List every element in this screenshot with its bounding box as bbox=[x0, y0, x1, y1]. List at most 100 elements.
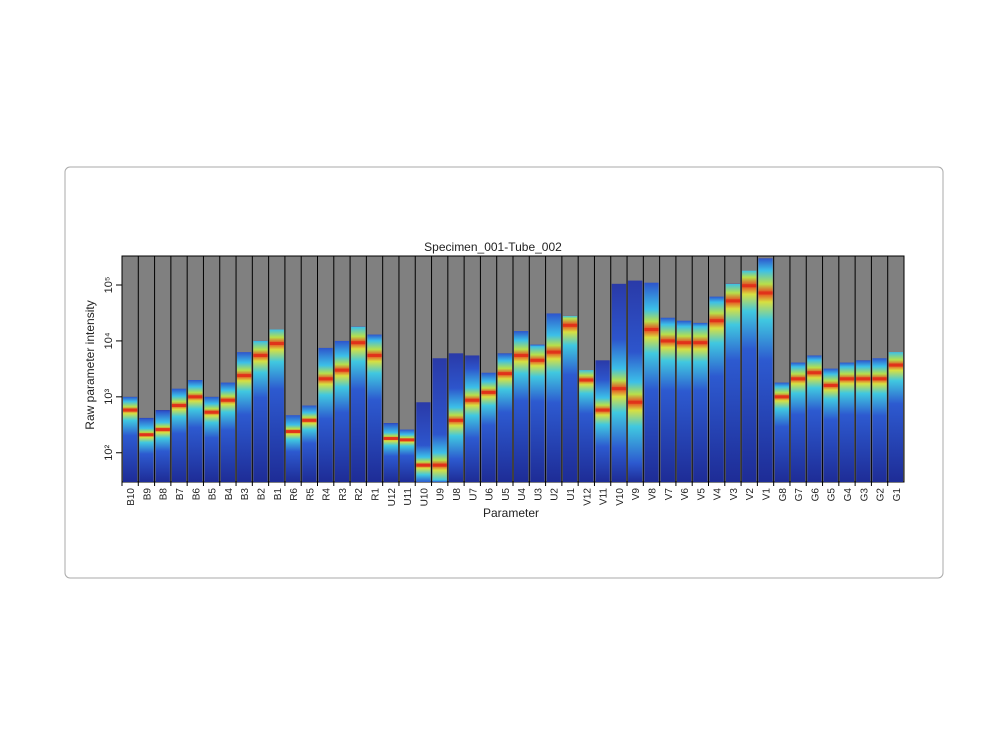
density-peak bbox=[709, 319, 724, 323]
density-peak bbox=[676, 341, 692, 345]
density-column bbox=[383, 423, 398, 482]
density-peak bbox=[579, 378, 594, 382]
x-tick-label: U3 bbox=[533, 488, 544, 501]
density-column bbox=[888, 352, 903, 482]
density-column bbox=[693, 322, 708, 482]
density-column bbox=[644, 282, 659, 482]
density-peak bbox=[823, 383, 838, 387]
density-peak bbox=[318, 377, 333, 381]
density-peak bbox=[269, 341, 284, 345]
density-column bbox=[839, 362, 855, 482]
density-peak bbox=[611, 387, 627, 391]
density-column bbox=[220, 382, 236, 482]
x-tick-label: U9 bbox=[436, 488, 447, 501]
x-tick-label: B6 bbox=[191, 488, 202, 501]
density-column bbox=[562, 315, 578, 482]
density-column bbox=[742, 270, 757, 482]
density-peak bbox=[562, 323, 578, 327]
density-peak bbox=[432, 463, 447, 467]
density-peak bbox=[758, 291, 773, 295]
x-tick-label: U5 bbox=[501, 488, 512, 501]
density-peak bbox=[351, 341, 366, 345]
density-column bbox=[285, 415, 301, 482]
density-column bbox=[465, 355, 480, 482]
x-tick-label: V11 bbox=[599, 488, 610, 505]
density-peak bbox=[530, 358, 545, 362]
x-tick-label: V10 bbox=[615, 488, 626, 506]
y-tick-label: 10³ bbox=[103, 389, 115, 405]
density-column bbox=[823, 368, 838, 482]
x-tick-label: V8 bbox=[647, 488, 658, 501]
density-peak bbox=[644, 328, 659, 332]
density-peak bbox=[514, 353, 529, 357]
density-peak bbox=[334, 368, 350, 372]
x-tick-label: B10 bbox=[126, 488, 137, 506]
density-column bbox=[546, 313, 561, 482]
density-column bbox=[611, 283, 627, 482]
density-peak bbox=[253, 353, 268, 357]
density-peak bbox=[465, 398, 480, 402]
density-peak bbox=[367, 353, 382, 357]
x-tick-label: R6 bbox=[289, 488, 300, 501]
x-tick-label: V4 bbox=[713, 488, 724, 501]
x-tick-label: R2 bbox=[354, 488, 365, 501]
density-column bbox=[318, 347, 333, 482]
x-tick-label: U4 bbox=[517, 488, 528, 501]
x-axis-label: Parameter bbox=[483, 506, 539, 520]
density-column bbox=[123, 396, 138, 482]
density-column bbox=[432, 358, 447, 482]
density-peak bbox=[123, 408, 138, 412]
density-peak bbox=[888, 363, 903, 367]
x-tick-label: V12 bbox=[582, 488, 593, 506]
x-tick-label: U10 bbox=[419, 488, 430, 507]
density-peak bbox=[399, 438, 415, 442]
y-tick-label: 10⁴ bbox=[103, 332, 115, 349]
density-column bbox=[481, 372, 496, 482]
density-peak bbox=[416, 463, 431, 467]
density-peak bbox=[188, 395, 203, 399]
x-tick-label: G4 bbox=[843, 488, 854, 502]
density-peak bbox=[171, 404, 187, 408]
density-peak bbox=[742, 284, 757, 288]
density-column bbox=[237, 352, 252, 482]
x-tick-label: V5 bbox=[696, 488, 707, 501]
x-tick-label: B3 bbox=[240, 488, 251, 501]
x-tick-label: U2 bbox=[550, 488, 561, 501]
x-tick-label: G5 bbox=[827, 488, 838, 502]
x-tick-label: U12 bbox=[387, 488, 398, 507]
density-column bbox=[709, 296, 724, 482]
x-tick-label: V3 bbox=[729, 488, 740, 501]
density-column bbox=[139, 417, 154, 482]
density-column bbox=[351, 326, 366, 482]
density-peak bbox=[693, 341, 708, 345]
density-column bbox=[595, 360, 610, 482]
density-column bbox=[334, 340, 350, 482]
x-tick-label: B7 bbox=[175, 488, 186, 501]
y-tick-label: 10⁵ bbox=[103, 277, 115, 294]
density-column bbox=[774, 382, 789, 482]
density-column bbox=[579, 370, 594, 482]
density-peak bbox=[481, 390, 496, 394]
density-column bbox=[872, 358, 887, 482]
density-column bbox=[188, 380, 203, 482]
x-tick-label: V2 bbox=[745, 488, 756, 501]
x-tick-label: V6 bbox=[680, 488, 691, 501]
density-peak bbox=[383, 436, 398, 440]
density-peak bbox=[497, 372, 512, 376]
density-column bbox=[660, 317, 675, 482]
density-peak bbox=[725, 299, 741, 303]
density-peak bbox=[839, 377, 855, 381]
density-peak bbox=[220, 398, 236, 402]
density-column bbox=[497, 353, 512, 482]
density-column bbox=[807, 355, 822, 482]
y-axis-label: Raw parameter intensity bbox=[83, 300, 97, 429]
density-column bbox=[676, 320, 692, 482]
x-tick-label: G7 bbox=[794, 488, 805, 502]
x-tick-label: R1 bbox=[371, 488, 382, 501]
x-tick-label: U7 bbox=[468, 488, 479, 501]
density-column bbox=[448, 353, 464, 482]
x-tick-label: U1 bbox=[566, 488, 577, 501]
density-column bbox=[302, 405, 317, 482]
